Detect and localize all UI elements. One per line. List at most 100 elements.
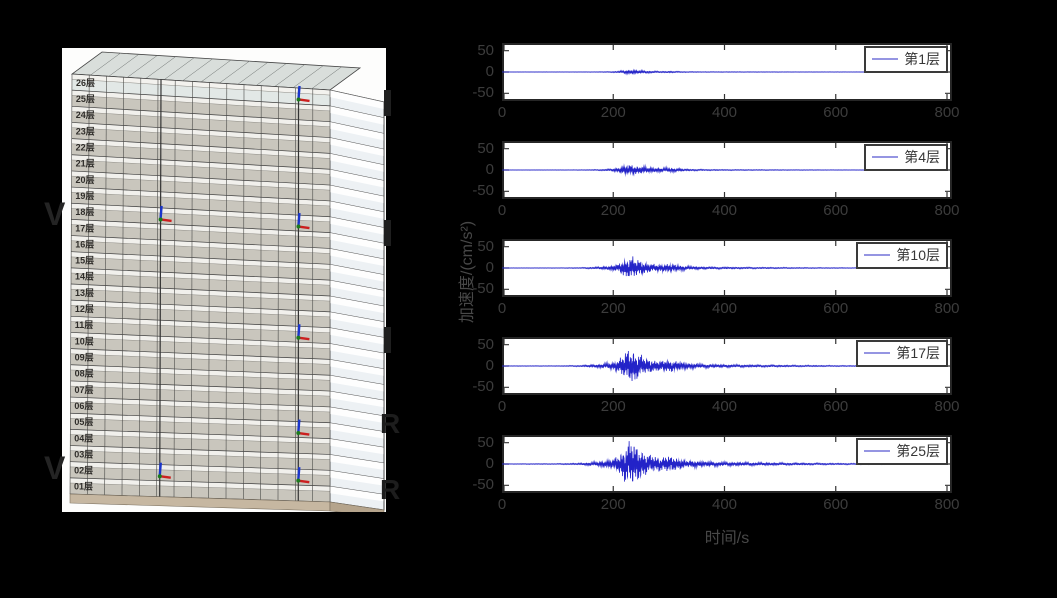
x-tick-label: 0 (497, 300, 507, 317)
legend-line-sample (864, 352, 891, 354)
cropped-letter-fragment: V (44, 196, 66, 232)
sensor-axis-marker (158, 205, 172, 223)
x-tick-label: 400 (711, 300, 738, 317)
plot-area: 第4层 (502, 141, 952, 199)
floor-label: 03层 (74, 449, 93, 459)
y-tick-labels: 50 0 -50 (452, 335, 499, 396)
floor-label: 16层 (75, 239, 94, 249)
y-tick-label: 50 (477, 41, 494, 59)
y-tick-label: -50 (472, 84, 494, 102)
y-tick-label: -50 (472, 378, 494, 396)
y-tick-label: 50 (477, 237, 494, 255)
sensor-origin-dot (296, 97, 301, 102)
x-tick-label: 200 (600, 300, 626, 317)
x-tick-label: 600 (823, 300, 849, 317)
x-tick-label: 0 (497, 202, 507, 219)
floor-label: 05层 (74, 417, 93, 427)
floor-label: 22层 (76, 143, 95, 153)
legend: 第4层 (864, 144, 948, 171)
cropped-letter-fragment (384, 90, 391, 116)
sensor-origin-dot (158, 217, 163, 222)
floor-label: 07层 (74, 385, 93, 395)
sensor-origin-dot (296, 478, 301, 483)
x-tick-labels: 0 200 400 600 800 (498, 104, 960, 122)
sensor-origin-dot (157, 474, 162, 479)
sensor-origin-dot (296, 335, 301, 340)
sensor-axis-marker (296, 85, 310, 103)
sensor-axis-marker (296, 419, 310, 436)
x-tick-label: 800 (934, 202, 960, 219)
legend: 第1层 (864, 46, 948, 73)
x-tick-label: 600 (823, 398, 849, 415)
floor-label: 09层 (75, 353, 94, 363)
x-tick-label: 600 (823, 496, 849, 513)
subplot-floor-10: 50 0 -50 第10层 0 200 400 600 800 (452, 237, 962, 324)
y-tick-labels: 50 0 -50 (452, 139, 499, 199)
floor-label: 02层 (74, 466, 93, 476)
floor-label: 15层 (75, 256, 94, 266)
floor-label: 14层 (75, 272, 94, 282)
legend-label: 第4层 (904, 149, 940, 165)
plot-area: 第17层 (502, 337, 952, 395)
x-tick-label: 0 (497, 104, 507, 121)
x-tick-label: 200 (600, 398, 626, 415)
x-tick-label: 600 (823, 202, 849, 219)
x-tick-label: 400 (711, 104, 738, 121)
y-tick-label: 50 (477, 139, 494, 157)
floor-label: 01层 (74, 482, 93, 492)
x-tick-label: 800 (934, 300, 960, 317)
floor-label: 06层 (74, 401, 93, 411)
y-tick-labels: 50 0 -50 (452, 237, 499, 297)
subplot-floor-1: 50 0 -50 第1层 0 200 400 600 800 (452, 41, 962, 128)
y-tick-label: 0 (485, 455, 494, 472)
floor-label: 24层 (76, 110, 95, 120)
x-tick-label: 200 (600, 202, 626, 219)
y-tick-label: 50 (477, 433, 494, 451)
x-tick-labels: 0 200 400 600 800 (498, 202, 960, 220)
cropped-letter-fragment (384, 327, 391, 353)
y-tick-label: 50 (477, 335, 494, 353)
plot-area: 第1层 (502, 43, 952, 101)
building-3d-model: 26层 25层 24层 23层 22层 21层 20层 19层 18层 17层 16层 15层 14层 1… (69, 51, 385, 518)
legend: 第10层 (856, 242, 948, 269)
x-tick-label: 400 (711, 398, 738, 415)
x-tick-label: 0 (497, 496, 507, 513)
y-tick-label: -50 (472, 476, 494, 494)
floor-label: 19层 (75, 191, 94, 201)
legend-line-sample (864, 254, 891, 256)
y-tick-label: 0 (485, 357, 494, 374)
floor-label: 11层 (75, 320, 94, 330)
floor-label: 25层 (76, 94, 95, 104)
x-tick-labels: 0 200 400 600 800 (498, 496, 960, 514)
sensor-origin-dot (296, 224, 301, 229)
plot-area: 第25层 (502, 435, 952, 493)
cropped-letter-fragment: R (380, 474, 401, 505)
y-tick-label: 0 (485, 259, 494, 276)
x-tick-label: 400 (711, 496, 738, 513)
x-tick-label: 800 (934, 398, 960, 415)
y-tick-labels: 50 0 -50 (452, 433, 499, 494)
legend: 第25层 (856, 438, 948, 465)
floor-label: 04层 (74, 433, 93, 443)
floor-label: 10层 (75, 336, 94, 346)
cropped-letter-fragment (384, 220, 391, 246)
sensor-axis-marker (296, 467, 310, 484)
x-tick-label: 800 (934, 496, 960, 513)
floor-label: 13层 (75, 288, 94, 298)
legend-line-sample (872, 58, 899, 60)
floor-label: 08层 (75, 369, 94, 379)
y-tick-label: 0 (485, 63, 494, 80)
subplot-floor-25: 50 0 -50 第25层 0 200 400 600 800 (452, 433, 962, 520)
y-tick-labels: 50 0 -50 (452, 41, 499, 102)
x-tick-label: 800 (934, 104, 960, 121)
floor-label: 20层 (75, 175, 94, 185)
sensor-origin-dot (296, 431, 301, 436)
cropped-letter-fragment: R (380, 408, 401, 439)
subplot-floor-17: 50 0 -50 第17层 0 200 400 600 800 (452, 335, 962, 422)
floor-label: 17层 (75, 223, 94, 233)
building-model-image: 26层 25层 24层 23层 22层 21层 20层 19层 18层 17层 16层 15层 14层 1… (62, 48, 386, 518)
legend-line-sample (872, 156, 899, 158)
cropped-letter-fragment: V (44, 450, 66, 486)
floor-label: 21层 (76, 159, 95, 169)
